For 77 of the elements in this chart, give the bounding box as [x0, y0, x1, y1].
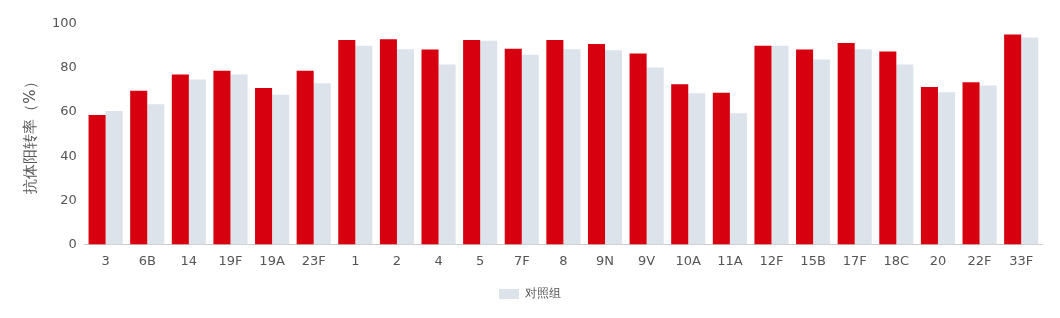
bar	[213, 70, 231, 245]
bar	[646, 67, 664, 245]
bar	[587, 43, 606, 245]
bar	[962, 82, 980, 245]
x-tick-label: 3	[101, 252, 110, 268]
bar	[171, 74, 189, 245]
x-tick-label: 1	[351, 252, 360, 268]
bar	[1021, 37, 1039, 245]
bar	[355, 45, 373, 245]
x-tick-label: 19A	[259, 252, 285, 268]
x-tick-label: 17F	[842, 252, 867, 268]
bar	[296, 70, 314, 245]
bar	[504, 48, 522, 245]
x-tick-label: 23F	[301, 252, 326, 268]
bar	[712, 92, 730, 245]
x-tick-label: 2	[392, 252, 402, 268]
legend-label: 对照组	[525, 286, 561, 301]
bar	[605, 50, 623, 245]
bar	[896, 64, 914, 245]
x-tick-label: 9V	[638, 252, 656, 268]
bar	[272, 94, 290, 245]
x-tick-label: 33F	[1009, 252, 1034, 268]
x-tick-label: 19F	[218, 252, 243, 268]
y-tick-label: 40	[60, 147, 77, 163]
y-tick-label: 20	[60, 191, 77, 207]
x-tick-label: 22F	[967, 252, 992, 268]
bar	[729, 113, 747, 245]
bar	[147, 104, 165, 245]
bar	[688, 93, 706, 245]
bar	[629, 53, 647, 245]
bar	[480, 40, 498, 245]
x-tick-label: 9N	[596, 252, 615, 268]
x-tick-label: 6B	[138, 252, 156, 268]
x-tick-label: 11A	[717, 252, 743, 268]
x-tick-label: 18C	[883, 252, 910, 268]
x-tick-label: 4	[434, 252, 443, 268]
bar	[879, 51, 897, 245]
bar	[1004, 34, 1022, 245]
bar	[421, 49, 439, 245]
bar	[463, 40, 481, 245]
bar	[563, 49, 581, 245]
bar	[796, 49, 814, 245]
x-tick-label: 15B	[800, 252, 826, 268]
bar	[771, 45, 789, 245]
bar	[338, 40, 356, 245]
x-tick-label: 10A	[675, 252, 702, 268]
bar	[379, 39, 397, 245]
y-tick-label: 80	[60, 59, 77, 75]
bar	[854, 49, 872, 245]
x-tick-label: 14	[180, 252, 198, 268]
y-tick-label: 100	[51, 15, 77, 31]
x-tick-label: 5	[476, 252, 485, 268]
bar	[754, 45, 772, 245]
bar	[671, 84, 689, 245]
bar	[837, 42, 855, 245]
bar	[979, 85, 997, 245]
y-axis-title: 抗体阳转率（%）	[20, 74, 39, 194]
y-tick-label: 60	[60, 103, 77, 119]
bar	[937, 92, 956, 245]
bar	[313, 83, 331, 245]
bar	[230, 74, 248, 245]
bar	[813, 59, 831, 245]
bar	[438, 64, 456, 245]
bar	[521, 54, 539, 245]
x-tick-label: 20	[929, 252, 947, 268]
bar	[546, 40, 564, 245]
x-tick-label: 8	[559, 252, 568, 268]
x-tick-label: 12F	[759, 252, 784, 268]
y-tick-label: 0	[68, 235, 77, 251]
x-tick-label: 7F	[513, 252, 530, 268]
bar	[396, 49, 414, 245]
bar	[130, 90, 148, 245]
bar	[255, 88, 273, 245]
bar	[88, 114, 106, 245]
bar	[920, 87, 938, 245]
bar	[188, 79, 206, 245]
bar	[105, 110, 123, 245]
